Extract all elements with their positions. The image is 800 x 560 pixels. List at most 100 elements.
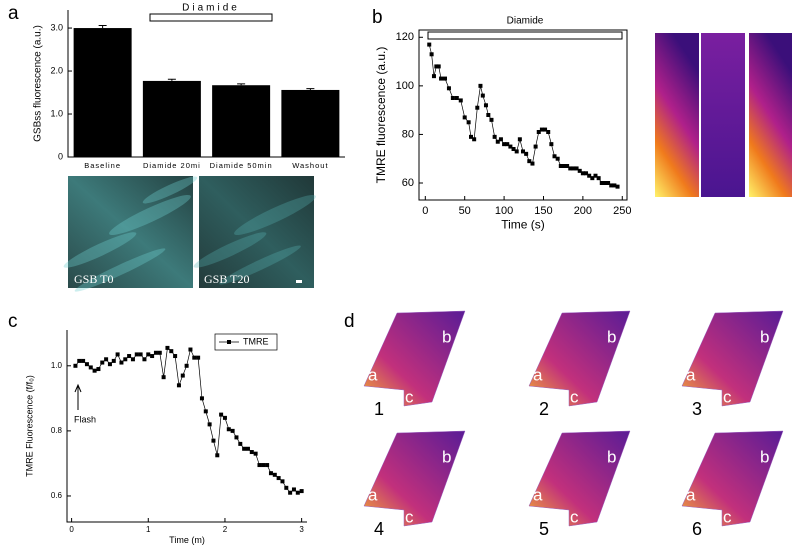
data-point: [127, 354, 132, 359]
annotation: Diamide: [182, 3, 240, 14]
data-point: [466, 120, 471, 125]
x-tick-label: Washout: [292, 161, 328, 170]
data-point: [436, 64, 441, 69]
data-point: [169, 349, 174, 354]
error-bar: [98, 24, 107, 29]
region-label: a: [686, 485, 696, 504]
y-tick-label: 120: [396, 31, 414, 43]
data-point: [215, 453, 220, 458]
x-axis-label: Time (s): [501, 217, 545, 231]
y-tick-label: 0.6: [51, 491, 63, 500]
data-point: [558, 164, 563, 168]
data-point: [486, 113, 491, 117]
data-point: [92, 368, 97, 373]
region-label: a: [533, 365, 543, 384]
bar: [142, 80, 201, 157]
surface-map: [528, 430, 631, 527]
data-point: [123, 357, 128, 362]
data-point: [261, 463, 266, 468]
data-point: [196, 355, 201, 360]
data-point: [192, 355, 197, 360]
x-tick-label: 250: [613, 205, 631, 217]
data-point: [502, 142, 507, 147]
data-point: [265, 463, 270, 468]
y-axis-label: TMRE fluorescence (a.u.): [374, 47, 388, 184]
data-point: [475, 105, 480, 110]
x-tick-label: 50: [459, 205, 471, 217]
x-tick-label: 100: [495, 205, 513, 217]
region-label: c: [570, 507, 579, 526]
region-label: b: [760, 327, 769, 346]
data-point: [157, 350, 162, 355]
y-tick-label: 1.0: [51, 361, 63, 370]
annotation: Flash: [74, 414, 96, 424]
y-tick-label: 3.0: [50, 22, 63, 32]
data-point: [211, 438, 216, 443]
x-tick-label: Diamide 20mi: [143, 161, 201, 170]
data-point: [238, 441, 243, 446]
data-point: [524, 151, 529, 156]
data-point: [450, 96, 455, 100]
micrograph: GSB T20: [193, 176, 316, 288]
data-point: [173, 354, 178, 359]
data-point: [429, 52, 434, 57]
y-tick-label: 1.0: [50, 108, 63, 118]
y-axis-label: TMRE Fluorescence (f/f₀): [24, 375, 34, 477]
data-point: [77, 358, 82, 363]
data-point: [571, 166, 576, 171]
data-point: [612, 183, 617, 188]
data-point: [268, 471, 273, 476]
data-point: [505, 142, 510, 147]
region-label: c: [723, 387, 732, 406]
data-point: [483, 103, 488, 108]
legend-box: [214, 333, 278, 351]
data-point: [115, 352, 120, 357]
data-point: [130, 357, 135, 362]
data-point: [295, 490, 300, 495]
data-point: [606, 181, 611, 185]
x-tick-label: 3: [299, 525, 304, 534]
annotation: Diamide: [507, 16, 544, 27]
data-point: [472, 137, 477, 142]
region-label: b: [442, 327, 451, 346]
data-line: [428, 44, 618, 187]
data-point: [462, 115, 467, 120]
data-point: [161, 375, 166, 380]
error-bar: [306, 88, 315, 90]
y-tick-label: 0.8: [51, 426, 63, 435]
data-point: [284, 485, 289, 490]
map-number: 5: [539, 519, 549, 539]
data-point: [276, 476, 281, 481]
treatment-bar: [149, 13, 273, 22]
data-point: [207, 422, 212, 427]
data-point: [73, 363, 78, 368]
data-point: [593, 173, 598, 178]
x-axis-label: Time (m): [169, 535, 205, 545]
data-point: [536, 130, 541, 134]
y-tick-label: 0: [58, 151, 63, 161]
data-point: [299, 489, 304, 494]
x-tick-label: 0: [422, 205, 428, 217]
data-point: [184, 363, 189, 368]
data-point: [478, 83, 483, 88]
y-tick-label: 100: [396, 80, 414, 92]
error-bar: [167, 78, 176, 81]
image-label: GSB T20: [204, 272, 249, 286]
data-point: [119, 360, 124, 365]
surface-map: [681, 430, 784, 527]
data-point: [153, 350, 158, 355]
map-number: 6: [692, 519, 702, 539]
region-label: c: [723, 507, 732, 526]
data-point: [615, 184, 620, 189]
data-point: [480, 93, 485, 98]
data-point: [495, 139, 500, 144]
panel-letter: a: [8, 3, 19, 24]
data-point: [458, 98, 463, 103]
x-tick-label: 200: [574, 205, 592, 217]
axes: [418, 29, 628, 201]
legend-label: TMRE: [243, 336, 269, 346]
panel-letter: d: [344, 311, 355, 332]
image-label: GSB T0: [74, 272, 113, 286]
region-label: a: [533, 485, 543, 504]
region-label: b: [607, 447, 616, 466]
